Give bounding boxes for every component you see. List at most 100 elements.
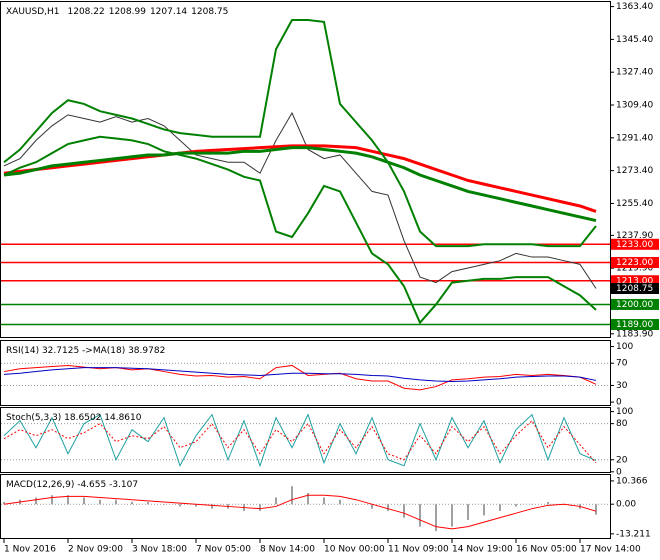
- y-tick-label: 1291.40: [616, 133, 653, 143]
- series-line: [3, 19, 597, 248]
- histogram-bar: [515, 504, 517, 507]
- title-part: 1207.14: [150, 7, 187, 17]
- y-tick-label: 20: [616, 455, 628, 465]
- title-part: 1208.22: [68, 7, 105, 17]
- level-label-box: [611, 319, 659, 331]
- panel-title: Stoch(5,3,3) 18.6502 14.8610: [6, 413, 142, 423]
- level-label-box: [611, 257, 659, 269]
- histogram-bar: [435, 504, 437, 532]
- histogram-bar: [179, 504, 181, 507]
- histogram-bar: [355, 504, 357, 505]
- y-tick-label: -13.211: [616, 529, 651, 539]
- level-label: 1213.00: [616, 276, 653, 286]
- histogram-bar: [211, 504, 213, 509]
- histogram-bar: [451, 504, 453, 527]
- title-part: 1208.75: [191, 7, 228, 17]
- level-label: 1233.00: [616, 240, 653, 250]
- title-part: RSI(14) 32.7125 ->MA(18) 38.9782: [6, 346, 165, 356]
- y-tick-label: 30: [616, 381, 628, 391]
- level-label-box: [611, 298, 659, 310]
- histogram-bar: [163, 504, 165, 505]
- x-tick-label: 14 Nov 19:00: [452, 545, 513, 555]
- level-label: 1200.00: [616, 300, 653, 310]
- histogram-bar: [483, 504, 485, 516]
- y-tick-label: 10.366: [616, 476, 648, 486]
- y-tick-label: 100: [616, 342, 633, 352]
- title-part: 1208.99: [109, 7, 146, 17]
- histogram-bar: [195, 504, 197, 507]
- y-tick-label: 80: [616, 419, 628, 429]
- x-tick-label: 3 Nov 18:00: [132, 545, 187, 555]
- last-price-label: 1208.75: [616, 284, 653, 294]
- y-tick-label: 1345.40: [616, 35, 653, 45]
- x-tick-label: 11 Nov 09:00: [388, 545, 449, 555]
- stoch-panel: [0, 407, 611, 473]
- level-label: 1223.00: [616, 258, 653, 268]
- histogram-bar: [131, 501, 133, 505]
- level-label: 1189.00: [616, 320, 653, 330]
- histogram-bar: [51, 495, 53, 505]
- series-line: [3, 146, 597, 223]
- series-line: [3, 135, 597, 325]
- histogram-bar: [547, 501, 549, 505]
- y-tick-label: 1363.40: [616, 2, 653, 12]
- y-tick-label: 70: [616, 359, 628, 369]
- histogram-bar: [339, 499, 341, 505]
- x-tick-label: 8 Nov 14:00: [260, 545, 315, 555]
- histogram-bar: [115, 499, 117, 505]
- series-line: [3, 413, 597, 468]
- panel-title: RSI(14) 32.7125 ->MA(18) 38.9782: [6, 346, 165, 356]
- series-line: [3, 367, 597, 383]
- main-panel: [0, 1, 611, 338]
- y-tick-label: 1255.40: [616, 199, 653, 209]
- x-tick-label: 17 Nov 14:00: [580, 545, 641, 555]
- panel-title: MACD(12,26,9) -4.655 -3.107: [6, 480, 138, 490]
- series-line: [3, 111, 597, 289]
- level-label-box: [611, 238, 659, 250]
- histogram-bar: [371, 504, 373, 509]
- panel-title: XAUUSD,H1 1208.22 1208.99 1207.14 1208.75: [6, 7, 228, 17]
- series-line: [3, 494, 597, 530]
- y-tick-label: 100: [616, 407, 633, 417]
- histogram-bar: [499, 504, 501, 511]
- x-tick-label: 10 Nov 00:00: [324, 545, 385, 555]
- histogram-bar: [67, 495, 69, 505]
- histogram-bar: [35, 497, 37, 505]
- histogram-bar: [275, 497, 277, 505]
- macd-panel: [0, 474, 611, 539]
- y-tick-label: 0: [616, 467, 622, 477]
- histogram-bar: [531, 504, 533, 505]
- title-part: Stoch(5,3,3) 18.6502 14.8610: [6, 413, 142, 423]
- level-label-box: [611, 275, 659, 287]
- histogram-bar: [291, 486, 293, 505]
- x-tick-label: 7 Nov 05:00: [196, 545, 251, 555]
- y-tick-label: 1183.90: [616, 329, 653, 339]
- y-tick-label: 1273.40: [616, 166, 653, 176]
- histogram-bar: [467, 504, 469, 520]
- histogram-bar: [259, 504, 261, 511]
- y-tick-label: 1309.40: [616, 101, 653, 111]
- x-tick-label: 2 Nov 09:00: [68, 545, 123, 555]
- series-line: [3, 144, 597, 213]
- histogram-bar: [3, 501, 5, 505]
- series-line: [3, 364, 597, 391]
- histogram-bar: [323, 497, 325, 505]
- title-part: XAUUSD,H1: [6, 7, 60, 17]
- y-tick-label: 0.00: [616, 500, 636, 510]
- histogram-bar: [307, 492, 309, 505]
- x-tick-label: 16 Nov 05:00: [516, 545, 577, 555]
- last-price-box: [611, 283, 659, 295]
- histogram-bar: [147, 501, 149, 505]
- histogram-bar: [403, 504, 405, 518]
- histogram-bar: [595, 504, 597, 515]
- histogram-bar: [387, 504, 389, 511]
- histogram-bar: [99, 499, 101, 505]
- y-tick-label: 1219.90: [616, 264, 653, 274]
- y-tick-label: 1237.90: [616, 231, 653, 241]
- y-tick-label: 1327.40: [616, 68, 653, 78]
- x-tick-label: 1 Nov 2016: [4, 545, 56, 555]
- histogram-bar: [419, 504, 421, 527]
- title-part: MACD(12,26,9) -4.655 -3.107: [6, 480, 138, 490]
- histogram-bar: [83, 497, 85, 505]
